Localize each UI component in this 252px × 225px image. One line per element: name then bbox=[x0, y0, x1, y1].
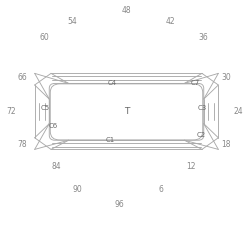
Text: 36: 36 bbox=[198, 33, 207, 42]
Text: 66: 66 bbox=[17, 73, 27, 82]
Text: 90: 90 bbox=[72, 185, 82, 194]
Text: 72: 72 bbox=[6, 107, 16, 116]
Text: 24: 24 bbox=[233, 107, 242, 116]
Text: 42: 42 bbox=[165, 18, 175, 27]
Text: 18: 18 bbox=[220, 140, 230, 149]
Text: T: T bbox=[123, 107, 129, 116]
Text: C2: C2 bbox=[195, 132, 204, 138]
Text: 48: 48 bbox=[121, 6, 131, 15]
Text: 78: 78 bbox=[17, 140, 27, 149]
Text: C6: C6 bbox=[49, 123, 58, 129]
Text: C5: C5 bbox=[40, 105, 49, 110]
Text: 96: 96 bbox=[114, 200, 123, 209]
Text: 30: 30 bbox=[220, 73, 230, 82]
Text: 84: 84 bbox=[51, 162, 61, 171]
Text: 6: 6 bbox=[158, 185, 162, 194]
Text: C1: C1 bbox=[105, 137, 114, 143]
Text: 54: 54 bbox=[67, 18, 77, 27]
Text: 60: 60 bbox=[40, 33, 49, 42]
Text: C7: C7 bbox=[190, 80, 200, 86]
Text: C3: C3 bbox=[197, 105, 206, 110]
Text: C4: C4 bbox=[108, 80, 117, 86]
Text: 12: 12 bbox=[185, 162, 195, 171]
